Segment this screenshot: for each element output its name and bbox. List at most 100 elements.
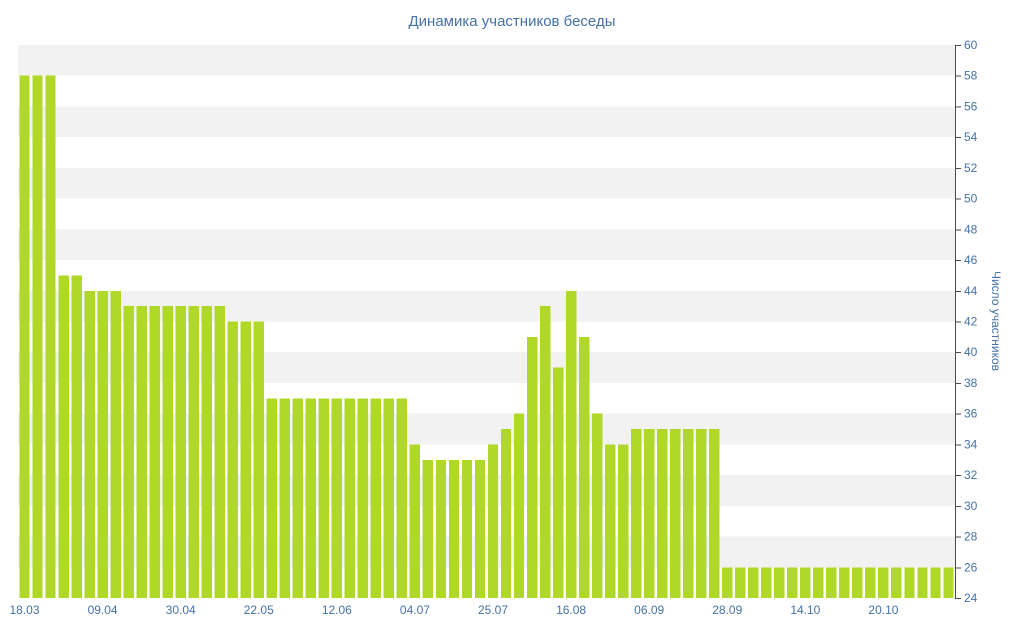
bar[interactable] (630, 429, 642, 598)
bar[interactable] (735, 567, 746, 598)
bar[interactable] (617, 444, 629, 598)
bar[interactable] (787, 567, 798, 598)
bar[interactable] (396, 398, 408, 598)
bar[interactable] (943, 567, 954, 598)
plot-band (18, 45, 955, 76)
bar[interactable] (305, 398, 317, 598)
bar[interactable] (748, 567, 759, 598)
bar[interactable] (344, 398, 356, 598)
bar[interactable] (722, 567, 733, 598)
bar[interactable] (253, 321, 264, 599)
bar[interactable] (591, 413, 603, 598)
bar[interactable] (500, 429, 512, 598)
y-tick-label: 60 (964, 38, 978, 52)
bar[interactable] (904, 567, 915, 598)
bar[interactable] (513, 413, 525, 598)
bar[interactable] (58, 275, 69, 598)
bar[interactable] (552, 367, 564, 598)
bar[interactable] (279, 398, 290, 598)
bar[interactable] (110, 290, 121, 598)
bar[interactable] (19, 75, 30, 599)
bar[interactable] (448, 459, 460, 598)
bar[interactable] (149, 306, 160, 598)
bar[interactable] (526, 336, 538, 598)
bar[interactable] (318, 398, 330, 598)
x-tick-label: 28.09 (712, 603, 742, 617)
bar[interactable] (774, 567, 785, 598)
bar[interactable] (97, 290, 108, 598)
y-tick-label: 46 (964, 253, 978, 267)
bar[interactable] (930, 567, 941, 598)
bar[interactable] (175, 306, 186, 598)
bar[interactable] (292, 398, 303, 598)
bar[interactable] (123, 306, 134, 598)
bar[interactable] (136, 306, 147, 598)
plot-band (18, 167, 955, 199)
bar[interactable] (188, 306, 199, 598)
y-tick-label: 42 (964, 315, 978, 329)
y-tick-label: 26 (964, 560, 978, 574)
bar[interactable] (370, 398, 382, 598)
plot-band (18, 290, 955, 322)
bar[interactable] (71, 275, 82, 598)
bar[interactable] (201, 306, 212, 598)
bar[interactable] (891, 567, 902, 598)
y-tick-label: 54 (964, 130, 978, 144)
bar[interactable] (422, 459, 434, 598)
x-tick-label: 30.04 (166, 603, 196, 617)
bar[interactable] (578, 336, 590, 598)
bar[interactable] (383, 398, 395, 598)
plot-band (18, 536, 955, 568)
bar[interactable] (240, 321, 251, 599)
bar[interactable] (539, 306, 551, 598)
axes-group (955, 45, 961, 599)
bar[interactable] (409, 444, 421, 598)
bar[interactable] (604, 444, 616, 598)
bar[interactable] (865, 567, 876, 598)
x-tick-label: 06.09 (634, 603, 664, 617)
bar[interactable] (696, 429, 707, 598)
bar[interactable] (331, 398, 343, 598)
bar[interactable] (709, 429, 720, 598)
bars-group (19, 75, 954, 599)
y-tick-label: 48 (964, 222, 978, 236)
bar[interactable] (656, 429, 668, 598)
bar[interactable] (800, 567, 811, 598)
plot-band (18, 106, 955, 138)
plot-band (18, 352, 955, 383)
y-tick-label: 30 (964, 499, 978, 513)
bar[interactable] (683, 429, 694, 598)
bar[interactable] (45, 75, 56, 599)
bar[interactable] (487, 444, 499, 598)
bar[interactable] (917, 567, 928, 598)
bar[interactable] (357, 398, 369, 598)
chart-title: Динамика участников беседы (408, 13, 616, 30)
x-tick-label: 12.06 (322, 603, 352, 617)
x-tick-label: 09.04 (88, 603, 118, 617)
bar[interactable] (266, 398, 277, 598)
bar[interactable] (84, 290, 95, 598)
x-tick-label: 22.05 (244, 603, 274, 617)
bar[interactable] (565, 290, 577, 598)
bar[interactable] (435, 459, 447, 598)
bar[interactable] (461, 459, 473, 598)
bar[interactable] (162, 306, 173, 598)
bar[interactable] (761, 567, 772, 598)
bar[interactable] (643, 429, 655, 598)
plot-band (18, 475, 955, 506)
bar[interactable] (214, 306, 225, 598)
bar[interactable] (852, 567, 863, 598)
y-tick-label: 56 (964, 99, 978, 113)
x-tick-label: 25.07 (478, 603, 508, 617)
bar[interactable] (474, 459, 486, 598)
bar[interactable] (32, 75, 43, 599)
y-tick-label: 36 (964, 407, 978, 421)
bar[interactable] (878, 567, 889, 598)
bar[interactable] (839, 567, 850, 598)
bar[interactable] (227, 321, 238, 599)
bar[interactable] (670, 429, 681, 598)
bar[interactable] (813, 567, 824, 598)
y-tick-label: 52 (964, 161, 978, 175)
bar[interactable] (826, 567, 837, 598)
